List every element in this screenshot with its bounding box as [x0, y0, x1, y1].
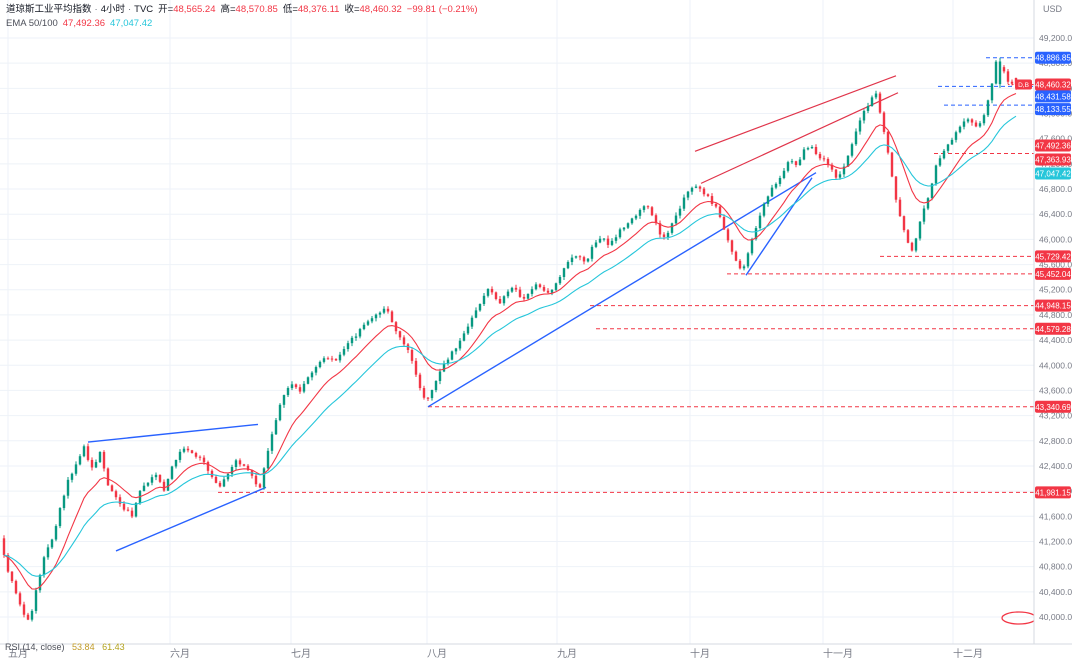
svg-text:43,340.69: 43,340.69 — [1035, 403, 1071, 412]
price-tick-label: 41,600.00 — [1039, 511, 1072, 521]
trendline-oct-steep[interactable] — [745, 177, 813, 276]
price-tick-label: 49,200.00 — [1039, 33, 1072, 43]
svg-text:44,948.15: 44,948.15 — [1035, 302, 1071, 311]
price-tick-label: 46,000.00 — [1039, 234, 1072, 244]
svg-text:D,B: D,B — [1018, 82, 1029, 89]
time-tick-label: 五月 — [8, 648, 28, 660]
rsi-legend[interactable]: RSI (14, close) 53.84 61.43 — [5, 642, 125, 652]
trendline-may-june-upper[interactable] — [87, 423, 259, 443]
ema100-value: 47,047.42 — [110, 18, 153, 29]
price-tick-label: 43,600.00 — [1039, 385, 1072, 395]
ema-legend-row[interactable]: EMA 50/100 47,492.36 47,047.42 — [6, 17, 478, 30]
symbol-legend-row: 道琼斯工业平均指数 · 4小时 · TVC 开= 48,565.24 高= 48,5… — [6, 3, 478, 16]
svg-text:47,363.93: 47,363.93 — [1035, 156, 1071, 165]
price-tick-label: 45,600.00 — [1039, 260, 1072, 270]
rsi-value-2: 61.43 — [102, 642, 125, 652]
svg-text:48,133.55: 48,133.55 — [1035, 105, 1071, 114]
time-axis[interactable]: 五月 六月 七月 八月 九月 十月 十一月 十二月 — [0, 643, 1072, 660]
price-badge[interactable]: 47,492.36 — [1035, 139, 1071, 152]
price-badge[interactable]: 48,886.85 — [1035, 51, 1071, 64]
legend-separator: · — [94, 4, 98, 15]
low-label: 低= — [282, 4, 298, 15]
candlestick-series — [2, 57, 1018, 622]
price-badge[interactable]: 48,133.55 — [1035, 103, 1071, 116]
price-tick-label: 46,400.00 — [1039, 209, 1072, 219]
svg-text:48,460.32: 48,460.32 — [1035, 81, 1071, 90]
price-tick-label: 47,600.00 — [1039, 134, 1072, 144]
price-tick-label: 44,800.00 — [1039, 310, 1072, 320]
svg-text:47,047.42: 47,047.42 — [1035, 169, 1071, 178]
channel-oct-nov-upper[interactable] — [694, 75, 897, 152]
rsi-indicator-label: RSI (14, close) — [5, 642, 65, 652]
price-badge[interactable]: 48,460.32 D,B — [1015, 78, 1071, 91]
time-tick-label: 八月 — [427, 648, 447, 660]
exchange-label: TVC — [134, 4, 154, 15]
price-badge-prefix — [1015, 79, 1032, 90]
ema-indicator-label: EMA 50/100 — [6, 18, 58, 29]
high-value: 48,570.85 — [235, 4, 278, 15]
trendline-may-june-lower[interactable] — [115, 486, 267, 552]
time-tick-label: 九月 — [557, 648, 577, 660]
level-lines-layer — [218, 57, 1034, 493]
low-value: 48,376.11 — [297, 4, 340, 15]
open-label: 开= — [158, 4, 174, 15]
price-tick-label: 40,800.00 — [1039, 562, 1072, 572]
price-badge[interactable]: 43,340.69 — [1035, 400, 1071, 413]
high-label: 高= — [220, 4, 236, 15]
price-badge[interactable]: 45,729.42 — [1035, 250, 1071, 263]
annotation-ellipse[interactable] — [1001, 611, 1037, 625]
change-value: −99.81 (−0.21%) — [406, 4, 478, 15]
time-tick-label: 十月 — [690, 647, 710, 660]
time-tick-label: 七月 — [291, 648, 311, 660]
price-axis[interactable]: 40,000.00 40,400.00 40,800.00 41,200.00 41,6… — [1015, 0, 1072, 661]
price-tick-label: 41,200.00 — [1039, 536, 1072, 546]
ema50-line[interactable] — [3, 92, 1017, 590]
price-tick-label: 40,000.00 — [1039, 612, 1072, 622]
price-tick-label: 42,800.00 — [1039, 436, 1072, 446]
price-tick-label: 44,000.00 — [1039, 360, 1072, 370]
svg-text:45,729.42: 45,729.42 — [1035, 252, 1071, 261]
price-tick-label: 45,200.00 — [1039, 285, 1072, 295]
price-badge[interactable]: 48,431.58 — [1035, 90, 1071, 103]
price-tick-label: 46,800.00 — [1039, 184, 1072, 194]
channel-oct-nov-lower[interactable] — [700, 92, 899, 184]
rsi-value-1: 53.84 — [72, 642, 95, 652]
time-tick-label: 十二月 — [953, 647, 983, 660]
price-tick-label: 43,200.00 — [1039, 411, 1072, 421]
open-value: 48,565.24 — [173, 4, 216, 15]
price-tick-label: 44,400.00 — [1039, 335, 1072, 345]
price-badge[interactable]: 47,363.93 — [1035, 153, 1071, 166]
price-badge[interactable]: 44,579.28 — [1035, 322, 1071, 335]
interval-label[interactable]: 4小时 — [100, 4, 125, 15]
close-value: 48,460.32 — [359, 4, 402, 15]
price-tick-label: 42,400.00 — [1039, 461, 1072, 471]
currency-label[interactable]: USD — [1042, 4, 1062, 14]
svg-text:48,431.58: 48,431.58 — [1035, 92, 1071, 101]
svg-text:48,886.85: 48,886.85 — [1035, 54, 1071, 63]
trendline-aug-oct-long[interactable] — [427, 172, 817, 408]
time-tick-label: 六月 — [170, 648, 190, 660]
time-tick-label: 十一月 — [823, 647, 853, 660]
ema50-value: 47,492.36 — [62, 18, 106, 29]
svg-text:41,981.15: 41,981.15 — [1035, 488, 1071, 497]
price-tick-label: 40,400.00 — [1039, 587, 1072, 597]
price-badge[interactable]: 45,452.04 — [1035, 267, 1071, 280]
price-badge[interactable]: 47,047.42 — [1035, 167, 1071, 180]
ema100-line[interactable] — [3, 115, 1017, 577]
price-badge[interactable]: 44,948.15 — [1035, 299, 1071, 312]
svg-text:47,492.36: 47,492.36 — [1035, 141, 1071, 150]
price-badge[interactable]: 41,981.15 — [1035, 486, 1071, 499]
close-label: 收= — [344, 4, 360, 15]
symbol-title[interactable]: 道琼斯工业平均指数 — [6, 4, 92, 15]
svg-text:44,579.28: 44,579.28 — [1035, 325, 1071, 334]
chart-legend: 道琼斯工业平均指数 · 4小时 · TVC 开= 48,565.24 高= 48,5… — [6, 3, 478, 30]
svg-text:45,452.04: 45,452.04 — [1035, 270, 1071, 279]
legend-separator: · — [127, 4, 132, 15]
